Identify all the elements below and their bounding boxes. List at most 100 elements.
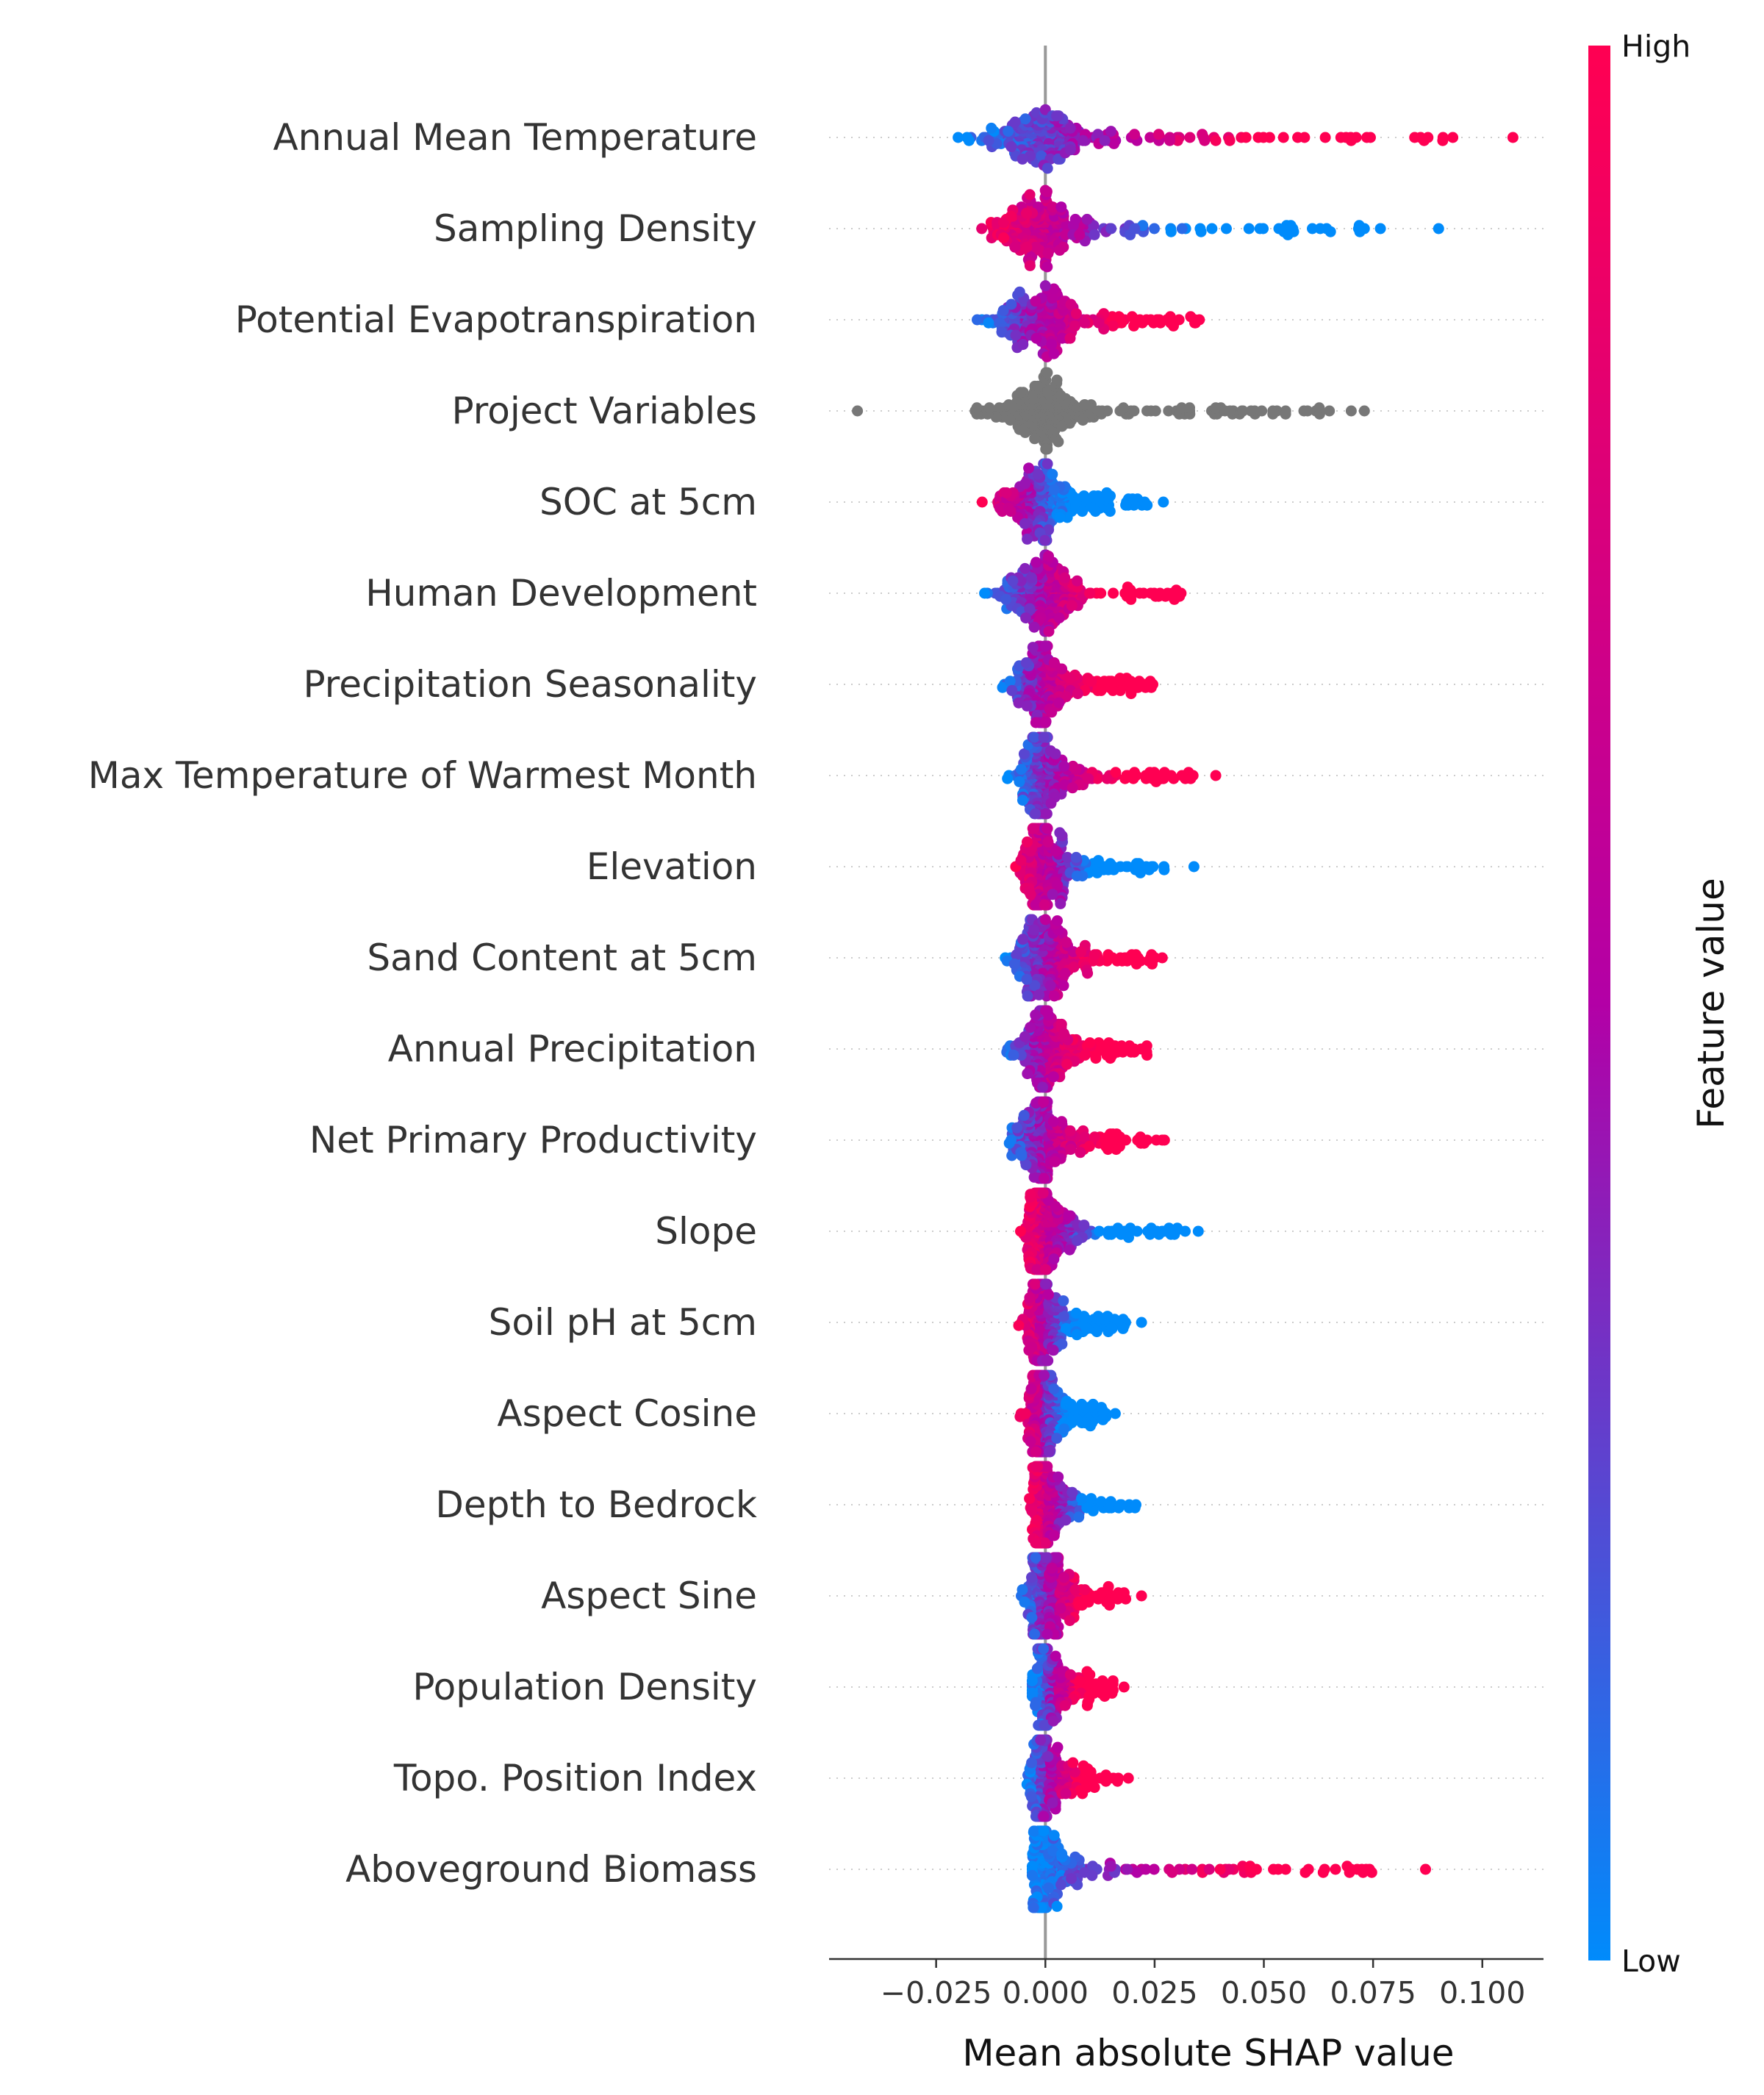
shap-point <box>1040 1552 1052 1564</box>
shap-point <box>979 587 991 599</box>
shap-point <box>1000 487 1012 498</box>
feature-row-points <box>852 367 1370 455</box>
shap-point <box>1190 317 1201 329</box>
shap-point <box>1023 1344 1035 1356</box>
shap-point <box>1048 1383 1060 1394</box>
shap-point <box>1507 132 1519 143</box>
shap-point <box>1101 773 1113 784</box>
shap-point <box>1129 129 1140 140</box>
shap-point <box>1107 952 1119 964</box>
shap-point <box>1104 1600 1115 1611</box>
shap-point <box>1019 478 1031 490</box>
shap-point <box>1083 1140 1095 1152</box>
feature-row-points <box>1026 1643 1130 1731</box>
shap-point <box>1224 135 1236 146</box>
shap-point <box>1224 405 1236 417</box>
shap-point <box>996 326 1008 338</box>
shap-point <box>1017 795 1028 806</box>
shap-point <box>1282 229 1294 240</box>
shap-point <box>1072 688 1083 700</box>
shap-point <box>1324 226 1336 237</box>
shap-point <box>1023 462 1035 474</box>
shap-point <box>1061 937 1072 948</box>
feature-row-points <box>1024 1461 1141 1549</box>
shap-point <box>1019 518 1030 529</box>
shap-point <box>1048 283 1060 295</box>
shap-point <box>1052 1741 1064 1753</box>
shap-point <box>1003 126 1014 137</box>
shap-point <box>1122 1772 1134 1784</box>
shap-point <box>1042 1751 1054 1763</box>
shap-point <box>1038 1643 1050 1655</box>
shap-point <box>997 681 1008 693</box>
shap-point <box>1149 223 1160 234</box>
shap-point <box>1024 1292 1036 1303</box>
shap-point <box>1125 593 1137 605</box>
shap-point <box>1053 1471 1064 1483</box>
shap-point <box>1292 132 1304 143</box>
shap-point <box>1079 1584 1091 1596</box>
shap-point <box>1056 663 1068 675</box>
shap-point <box>1136 1317 1147 1328</box>
shap-point <box>1047 1071 1059 1083</box>
shap-point <box>1210 770 1222 781</box>
shap-point <box>1104 506 1116 518</box>
feature-row-points <box>979 549 1187 637</box>
shap-point <box>1358 405 1370 417</box>
shap-point <box>1136 1590 1147 1602</box>
shap-point <box>1024 1493 1036 1505</box>
shap-point <box>1110 767 1122 778</box>
shap-point <box>1197 129 1208 140</box>
shap-point <box>1089 1131 1100 1143</box>
shap-point <box>1053 436 1064 448</box>
shap-point <box>1024 603 1036 615</box>
shap-point <box>1141 405 1152 417</box>
shap-point <box>1117 1322 1129 1334</box>
shap-point <box>1150 776 1162 787</box>
shap-point <box>1077 135 1089 146</box>
shap-point <box>1150 405 1161 417</box>
shap-point <box>1047 201 1058 213</box>
shap-point <box>1025 1383 1037 1394</box>
shap-point <box>1049 1156 1061 1167</box>
shap-point <box>1074 1675 1086 1687</box>
shap-point <box>1064 332 1076 344</box>
shap-point <box>1026 1505 1038 1516</box>
shap-point <box>1017 339 1029 351</box>
shap-point <box>1047 1715 1059 1727</box>
feature-row-points <box>1001 1005 1152 1093</box>
shap-point <box>1048 657 1060 669</box>
shap-point <box>1039 534 1051 546</box>
shap-point <box>1135 955 1147 967</box>
shap-point <box>1129 1502 1141 1514</box>
shap-point <box>1041 1628 1053 1640</box>
shap-point <box>983 135 994 146</box>
shap-point <box>1117 402 1129 414</box>
shap-point <box>1077 506 1088 518</box>
shap-point <box>1022 533 1033 545</box>
shap-point <box>1313 402 1325 414</box>
shap-point <box>1092 855 1104 867</box>
shap-point <box>1073 1511 1085 1523</box>
shap-point <box>1050 845 1062 857</box>
shap-point <box>1013 1319 1025 1331</box>
shap-point <box>1107 684 1119 696</box>
shap-point <box>1058 1295 1069 1307</box>
shap-point <box>1091 1326 1102 1338</box>
shap-point <box>1116 955 1128 967</box>
shap-point <box>1005 506 1017 518</box>
shap-point <box>1099 135 1111 146</box>
shap-point <box>1103 676 1115 687</box>
shap-point <box>1141 499 1153 511</box>
shap-point <box>1055 1018 1067 1030</box>
shap-point <box>1138 587 1150 599</box>
shap-point <box>1054 244 1066 256</box>
shap-point <box>1221 223 1232 234</box>
shap-point <box>1079 317 1091 329</box>
shap-point <box>1019 426 1031 438</box>
shap-point <box>1011 1122 1023 1134</box>
shap-point <box>1020 612 1032 624</box>
feature-row-points <box>976 458 1169 546</box>
shap-point <box>1015 387 1026 398</box>
